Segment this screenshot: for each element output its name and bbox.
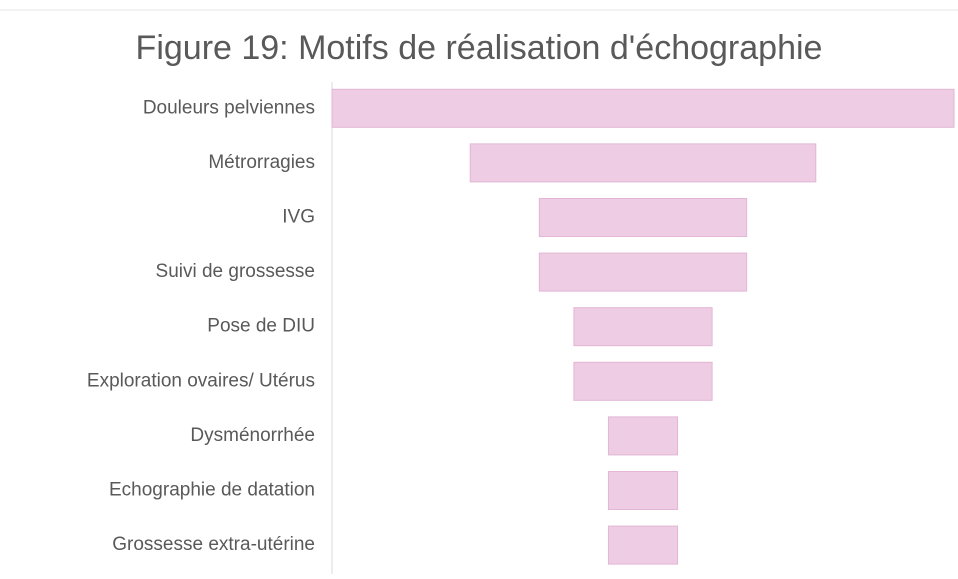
category-label: Pose de DIU	[207, 316, 315, 337]
funnel-bar	[573, 307, 713, 347]
funnel-bar	[607, 525, 679, 565]
funnel-bar	[331, 88, 955, 128]
category-label: Dysménorrhée	[190, 425, 315, 446]
funnel-bar	[469, 143, 817, 183]
category-label: Douleurs pelviennes	[143, 97, 315, 118]
category-label: Métrorragies	[208, 152, 315, 173]
chart-title: Figure 19: Motifs de réalisation d'échog…	[136, 29, 823, 67]
category-label: Echographie de datation	[109, 480, 315, 501]
funnel-bar	[607, 471, 679, 510]
category-label: Exploration ovaires/ Utérus	[87, 370, 315, 391]
category-label: IVG	[282, 207, 315, 228]
funnel-bar	[538, 252, 748, 292]
category-label: Grossesse extra-utérine	[112, 534, 315, 555]
category-label: Suivi de grossesse	[156, 261, 315, 282]
funnel-bar	[607, 416, 679, 456]
funnel-bar	[538, 198, 748, 237]
funnel-bar	[573, 361, 713, 401]
